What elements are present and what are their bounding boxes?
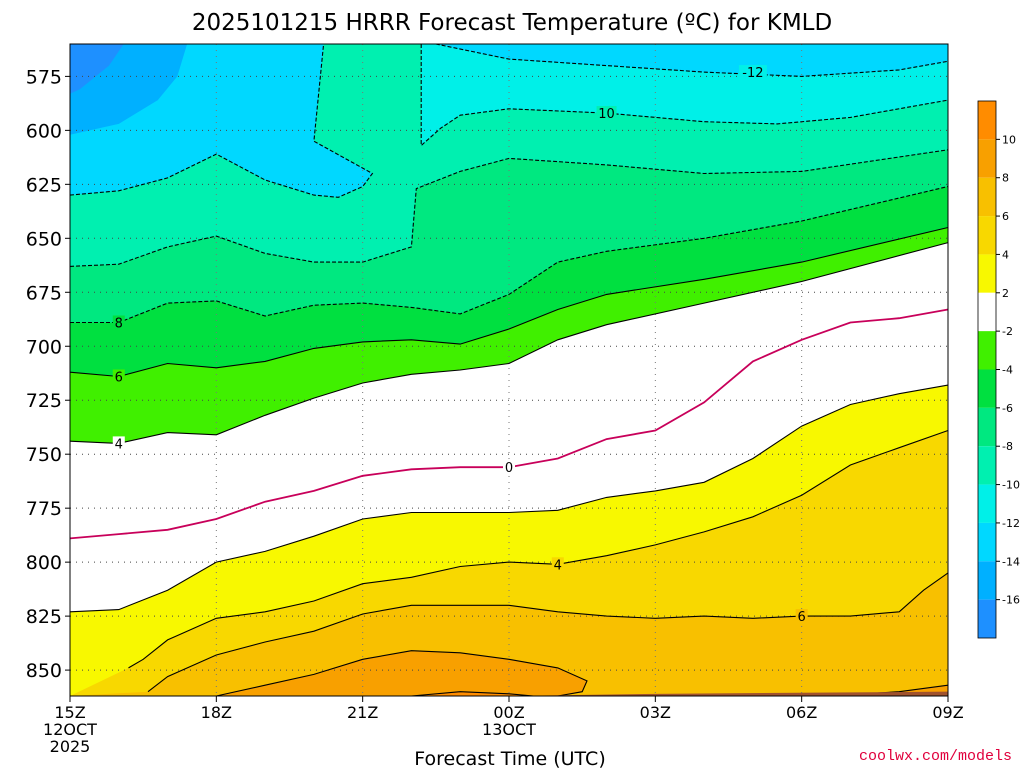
colorbar: 10 8 6 4 2 -2 -4 -6 -8 -10 -12 -14 -16	[977, 100, 1020, 639]
y-tick-label: 625	[26, 174, 62, 196]
colorbar-swatch	[978, 331, 996, 370]
colorbar-swatch	[978, 522, 996, 562]
contour-label: 4	[115, 437, 123, 452]
fill-band	[435, 44, 948, 77]
y-tick-label: 850	[26, 660, 62, 682]
credit-text: coolwx.com/models	[859, 748, 1012, 765]
fill-band	[411, 691, 534, 696]
contour-label-bg	[738, 65, 767, 80]
y-tick-label: 775	[26, 498, 62, 520]
contour-line	[147, 572, 949, 693]
y-tick-label: 650	[26, 228, 62, 250]
colorbar-tick-label: 4	[1002, 248, 1009, 261]
contour-label: 8	[115, 317, 123, 332]
colorbar-tick-label: -8	[1002, 440, 1013, 453]
x-tick-label: 21Z	[347, 703, 378, 722]
contour-label-bg	[112, 315, 125, 330]
y-tick-label: 725	[26, 390, 62, 412]
fill-band	[70, 572, 948, 696]
x-axis-title: Forecast Time (UTC)	[414, 748, 605, 768]
colorbar-tick-label: 10	[1002, 133, 1016, 146]
colorbar-tick-label: 6	[1002, 210, 1009, 223]
colorbar-tick-label: -14	[1002, 555, 1020, 568]
temperature-fill-layer	[70, 44, 948, 697]
colorbar-tick-label: -2	[1002, 325, 1013, 338]
x-tick-label: 09Z	[932, 703, 963, 722]
contour-label-bg	[596, 106, 617, 121]
colorbar-swatch	[978, 446, 996, 485]
colorbar-swatch	[978, 254, 996, 293]
fill-band	[70, 44, 124, 94]
y-tick-label: 750	[26, 444, 62, 466]
colorbar-swatch	[978, 484, 996, 523]
contour-line	[69, 384, 949, 613]
contour-line	[69, 149, 949, 267]
colorbar-tick-label: 2	[1002, 287, 1009, 300]
y-tick-label: 600	[26, 120, 62, 142]
colorbar-swatch	[978, 561, 996, 600]
y-tick-label: 700	[26, 336, 62, 358]
colorbar-tick-label: -6	[1002, 402, 1013, 415]
x-tick-label: 00Z	[493, 703, 524, 722]
ground-layer	[70, 691, 948, 696]
x-tick-label: 15Z	[54, 703, 85, 722]
colorbar-swatch	[978, 216, 996, 255]
x-tick-label: 06Z	[786, 703, 817, 722]
x-tick-label: 12OCT	[43, 720, 97, 739]
colorbar-swatch	[978, 599, 996, 638]
colorbar-swatch	[978, 369, 996, 408]
x-tick-label: 03Z	[640, 703, 671, 722]
colorbar-tick-label: -12	[1002, 517, 1020, 530]
contour-line	[216, 650, 588, 697]
colorbar-tick-label: -4	[1002, 364, 1013, 377]
x-tick-label: 18Z	[201, 703, 232, 722]
y-tick-label: 675	[26, 282, 62, 304]
contour-label-bg	[112, 369, 125, 384]
colorbar-tick-label: -10	[1002, 479, 1020, 492]
contour-line	[69, 226, 949, 378]
y-tick-label: 825	[26, 606, 62, 628]
contour-label: 6	[115, 370, 123, 385]
y-axis: 575 600 625 650 675 700 725 750 775 800 825 850	[26, 66, 70, 682]
contour-line	[420, 44, 949, 147]
colorbar-swatch	[978, 139, 996, 178]
contour-label-bg	[112, 436, 125, 451]
contour-label-bg	[795, 609, 808, 624]
y-tick-label: 800	[26, 552, 62, 574]
colorbar-swatch	[978, 177, 996, 217]
y-tick-label: 575	[26, 66, 62, 88]
contour-label: 0	[505, 461, 513, 476]
contour-line	[128, 429, 949, 669]
colorbar-swatch	[978, 292, 996, 332]
fill-band	[216, 650, 588, 696]
contour-label: -12	[742, 66, 763, 81]
contour-line	[69, 43, 374, 198]
contour-label-bg	[551, 557, 564, 572]
chart-title: 2025101215 HRRR Forecast Temperature (ºC…	[192, 10, 832, 36]
colorbar-tick-label: -16	[1002, 594, 1020, 607]
contour-line	[69, 242, 949, 444]
contour-label: 10	[598, 107, 615, 122]
contour-line	[435, 43, 949, 77]
x-tick-label: 2025	[50, 737, 91, 756]
contour-label-bg	[503, 460, 515, 475]
contour-label: 4	[554, 558, 562, 573]
x-tick-label: 13OCT	[482, 720, 536, 739]
contour-label: 6	[798, 610, 806, 625]
colorbar-swatch	[978, 101, 996, 140]
ground-strip	[70, 691, 948, 696]
colorbar-tick-label: 8	[1002, 172, 1009, 185]
contour-line	[70, 185, 949, 324]
contour-line	[411, 691, 534, 697]
colorbar-swatch	[978, 407, 996, 447]
